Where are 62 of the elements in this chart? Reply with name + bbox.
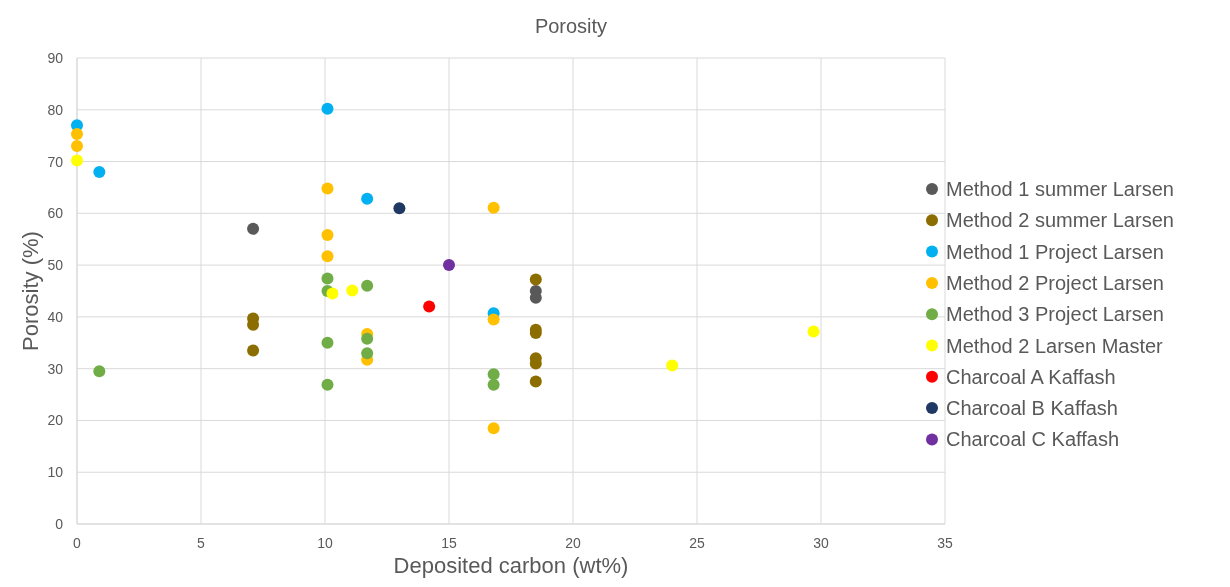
point (71, 140, 83, 153)
legend-label: Charcoal B Kaffash (946, 397, 1118, 420)
point (393, 202, 406, 215)
y-tick-label: 60 (47, 205, 64, 222)
x-tick-label: 5 (197, 535, 206, 551)
y-tick-label: 40 (47, 308, 64, 325)
point (361, 279, 374, 292)
y-axis-title: Porosity (%) (18, 231, 43, 351)
legend-label: Charcoal A Kaffash (946, 365, 1116, 388)
legend-label: Method 3 Project Larsen (946, 303, 1164, 326)
point (361, 347, 374, 360)
y-tick-label: 50 (47, 257, 64, 274)
point (361, 332, 374, 345)
point (423, 300, 436, 313)
point (71, 154, 83, 167)
point (807, 325, 820, 338)
point (487, 378, 500, 391)
point (247, 344, 260, 357)
point (321, 272, 334, 285)
x-tick-label: 15 (441, 535, 457, 551)
point (321, 102, 334, 115)
y-tick-label: 70 (47, 153, 64, 170)
x-tick-label: 35 (937, 535, 953, 551)
legend-label: Method 2 Larsen Master (946, 334, 1164, 357)
y-tick-label: 20 (47, 412, 64, 429)
legend-label: Method 1 Project Larsen (946, 240, 1164, 263)
y-tick-label: 80 (47, 101, 64, 118)
x-tick-label: 25 (689, 535, 705, 551)
x-tick-label: 10 (317, 535, 333, 551)
chart-title: Porosity (534, 15, 608, 37)
point (93, 365, 106, 378)
point (93, 165, 106, 178)
point (321, 250, 334, 263)
point (529, 273, 542, 286)
legend-label: Method 2 summer Larsen (946, 209, 1174, 232)
point (71, 128, 83, 141)
y-tick-label: 10 (47, 464, 64, 481)
point (321, 229, 334, 242)
x-tick-label: 0 (73, 535, 82, 551)
point (487, 368, 500, 381)
legend-label: Charcoal C Kaffash (946, 428, 1120, 451)
x-tick-label: 20 (565, 535, 581, 551)
y-tick-label: 30 (47, 360, 64, 377)
point (361, 192, 374, 205)
point (247, 222, 260, 235)
legend-label: Method 1 summer Larsen (946, 178, 1174, 200)
x-axis-title: Deposited carbon (wt%) (393, 553, 629, 578)
point (487, 201, 500, 214)
point (487, 422, 500, 435)
point (321, 336, 334, 349)
x-tick-label: 30 (813, 535, 829, 551)
point (321, 182, 334, 195)
legend-label: Method 2 Project Larsen (946, 271, 1164, 294)
point (487, 313, 500, 326)
point (443, 259, 455, 272)
y-tick-label: 0 (55, 516, 64, 532)
point (346, 284, 359, 297)
point (326, 287, 339, 300)
point (666, 359, 679, 372)
point (321, 378, 334, 391)
y-tick-label: 90 (47, 50, 64, 66)
point (529, 375, 542, 388)
